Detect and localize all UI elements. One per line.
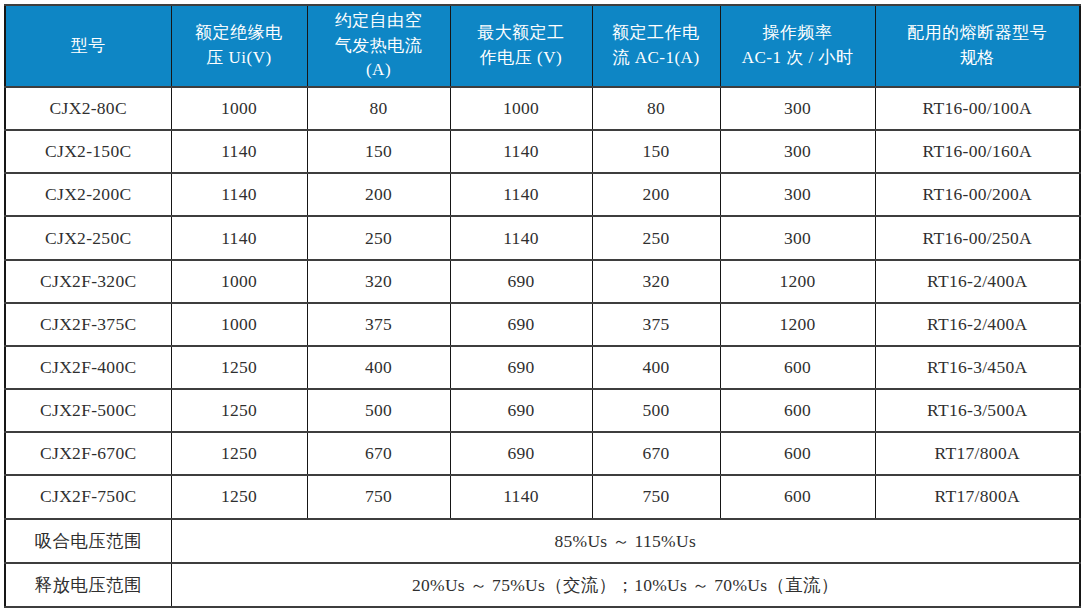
cell-model: CJX2F-400C	[5, 346, 171, 389]
cell-fuse: RT16-3/500A	[875, 389, 1080, 432]
cell-value: 300	[720, 173, 875, 216]
cell-model: CJX2-150C	[5, 130, 171, 173]
cell-value: 1000	[450, 87, 592, 130]
cell-fuse: RT16-00/100A	[875, 87, 1080, 130]
column-header-fuse-model-spec: 配用的熔断器型号 规格	[875, 5, 1080, 87]
cell-value: 200	[307, 173, 450, 216]
cell-value: 80	[307, 87, 450, 130]
cell-model: CJX2-250C	[5, 216, 171, 259]
cell-value: 670	[307, 432, 450, 475]
table-row: CJX2F-375C 1000 375 690 375 1200 RT16-2/…	[5, 303, 1080, 346]
table-row: CJX2F-670C 1250 670 690 670 600 RT17/800…	[5, 432, 1080, 475]
cell-value: 1140	[171, 173, 307, 216]
table-row: CJX2-80C 1000 80 1000 80 300 RT16-00/100…	[5, 87, 1080, 130]
row-label-release-voltage-range: 释放电压范围	[5, 563, 171, 607]
cell-value: 150	[592, 130, 720, 173]
column-header-rated-insulation-voltage: 额定绝缘电 压 Ui(V)	[171, 5, 307, 87]
cell-value: 250	[307, 216, 450, 259]
table-row: CJX2-150C 1140 150 1140 150 300 RT16-00/…	[5, 130, 1080, 173]
cell-value: 750	[592, 475, 720, 518]
cell-fuse: RT16-2/400A	[875, 303, 1080, 346]
cell-value: 600	[720, 389, 875, 432]
cell-value: 690	[450, 303, 592, 346]
cell-value: 500	[592, 389, 720, 432]
table-row: CJX2F-320C 1000 320 690 320 1200 RT16-2/…	[5, 260, 1080, 303]
cell-value: 1140	[450, 173, 592, 216]
cell-value: 80	[592, 87, 720, 130]
cell-model: CJX2F-320C	[5, 260, 171, 303]
cell-value: 1200	[720, 303, 875, 346]
cell-value: 1250	[171, 346, 307, 389]
cell-fuse: RT17/800A	[875, 432, 1080, 475]
table-row: CJX2F-500C 1250 500 690 500 600 RT16-3/5…	[5, 389, 1080, 432]
table-row: CJX2-250C 1140 250 1140 250 300 RT16-00/…	[5, 216, 1080, 259]
cell-value: 1000	[171, 260, 307, 303]
cell-value: 670	[592, 432, 720, 475]
cell-value: 690	[450, 346, 592, 389]
cell-model: CJX2-80C	[5, 87, 171, 130]
cell-value: 400	[592, 346, 720, 389]
release-voltage-range-value: 20%Us ～ 75%Us（交流）；10%Us ～ 70%Us（直流）	[171, 563, 1080, 607]
cell-value: 300	[720, 87, 875, 130]
column-header-operating-frequency: 操作频率 AC-1 次 / 小时	[720, 5, 875, 87]
cell-value: 1140	[450, 475, 592, 518]
column-header-rated-operational-current-ac1: 额定工作电 流 AC-1(A)	[592, 5, 720, 87]
cell-fuse: RT16-00/250A	[875, 216, 1080, 259]
cell-fuse: RT17/800A	[875, 475, 1080, 518]
cell-value: 1140	[450, 216, 592, 259]
cell-value: 1140	[171, 216, 307, 259]
cell-value: 300	[720, 216, 875, 259]
cell-value: 1000	[171, 303, 307, 346]
cell-value: 200	[592, 173, 720, 216]
cell-fuse: RT16-2/400A	[875, 260, 1080, 303]
cell-model: CJX2F-750C	[5, 475, 171, 518]
cell-value: 690	[450, 260, 592, 303]
cell-value: 320	[307, 260, 450, 303]
column-header-max-rated-operational-voltage: 最大额定工 作电压 (V)	[450, 5, 592, 87]
pickup-voltage-range-value: 85%Us ～ 115%Us	[171, 519, 1080, 563]
cell-value: 1000	[171, 87, 307, 130]
table-row: CJX2F-750C 1250 750 1140 750 600 RT17/80…	[5, 475, 1080, 518]
cell-value: 1140	[171, 130, 307, 173]
cell-model: CJX2F-670C	[5, 432, 171, 475]
cell-value: 600	[720, 432, 875, 475]
contactor-spec-table: 型号 额定绝缘电 压 Ui(V) 约定自由空 气发热电流 (A) 最大额定工 作…	[4, 4, 1081, 608]
cell-value: 1250	[171, 475, 307, 518]
cell-value: 1250	[171, 432, 307, 475]
header-row: 型号 额定绝缘电 压 Ui(V) 约定自由空 气发热电流 (A) 最大额定工 作…	[5, 5, 1080, 87]
cell-fuse: RT16-00/200A	[875, 173, 1080, 216]
cell-value: 600	[720, 346, 875, 389]
cell-value: 400	[307, 346, 450, 389]
cell-value: 320	[592, 260, 720, 303]
column-header-free-air-thermal-current: 约定自由空 气发热电流 (A)	[307, 5, 450, 87]
cell-value: 375	[592, 303, 720, 346]
release-voltage-range-row: 释放电压范围 20%Us ～ 75%Us（交流）；10%Us ～ 70%Us（直…	[5, 563, 1080, 607]
cell-fuse: RT16-00/160A	[875, 130, 1080, 173]
table-row: CJX2F-400C 1250 400 690 400 600 RT16-3/4…	[5, 346, 1080, 389]
cell-value: 600	[720, 475, 875, 518]
cell-value: 1250	[171, 389, 307, 432]
cell-model: CJX2-200C	[5, 173, 171, 216]
cell-model: CJX2F-500C	[5, 389, 171, 432]
spec-table-wrapper: 型号 额定绝缘电 压 Ui(V) 约定自由空 气发热电流 (A) 最大额定工 作…	[0, 0, 1085, 612]
cell-value: 1140	[450, 130, 592, 173]
cell-value: 1200	[720, 260, 875, 303]
cell-model: CJX2F-375C	[5, 303, 171, 346]
pickup-voltage-range-row: 吸合电压范围 85%Us ～ 115%Us	[5, 519, 1080, 563]
cell-value: 375	[307, 303, 450, 346]
cell-value: 690	[450, 432, 592, 475]
table-row: CJX2-200C 1140 200 1140 200 300 RT16-00/…	[5, 173, 1080, 216]
row-label-pickup-voltage-range: 吸合电压范围	[5, 519, 171, 563]
cell-value: 250	[592, 216, 720, 259]
cell-value: 750	[307, 475, 450, 518]
cell-fuse: RT16-3/450A	[875, 346, 1080, 389]
cell-value: 150	[307, 130, 450, 173]
column-header-model: 型号	[5, 5, 171, 87]
cell-value: 500	[307, 389, 450, 432]
cell-value: 690	[450, 389, 592, 432]
cell-value: 300	[720, 130, 875, 173]
